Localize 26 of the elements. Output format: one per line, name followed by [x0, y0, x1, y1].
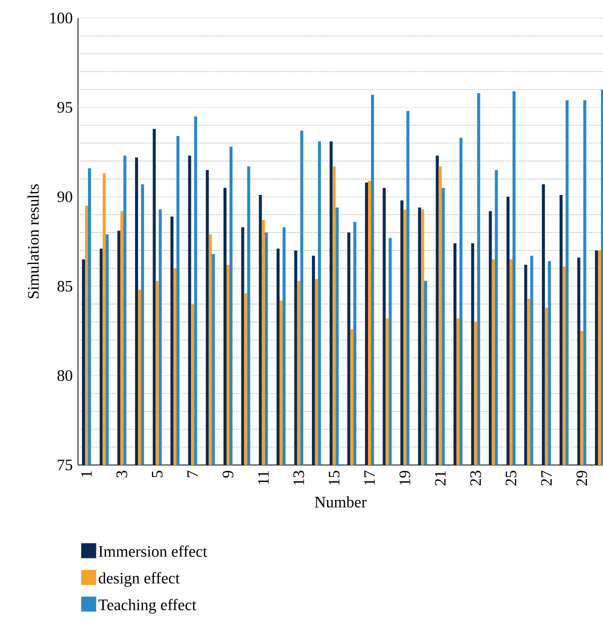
- x-tick-label: 15: [328, 470, 340, 485]
- x-tick-label: 3: [116, 470, 128, 478]
- x-tick-label: 5: [152, 470, 163, 478]
- y-tick-label: 75: [58, 460, 72, 470]
- x-tick-label: 17: [364, 470, 375, 485]
- y-tick-label: 80: [57, 370, 72, 381]
- x-tick-label: 13: [293, 470, 304, 485]
- y-tick-label: 90: [57, 191, 72, 202]
- x-tick-label: 27: [541, 470, 552, 486]
- legend-label: Immersion effect: [98, 545, 208, 557]
- x-tick-label: 25: [506, 470, 516, 486]
- x-tick-label: 1: [81, 471, 92, 477]
- x-axis-title: Number: [314, 496, 366, 508]
- x-tick-label: 11: [258, 471, 269, 484]
- x-tick-label: 19: [400, 470, 410, 485]
- y-tick-label: 85: [57, 280, 72, 292]
- y-tick-label: 95: [57, 102, 72, 113]
- legend-label: Teaching effect: [98, 598, 196, 614]
- x-tick-label: 9: [222, 470, 234, 478]
- x-tick-label: 29: [576, 470, 588, 486]
- x-tick-label: 7: [187, 470, 198, 478]
- x-tick-label: 21: [435, 471, 446, 486]
- x-tick-label: 23: [470, 470, 481, 486]
- y-axis-title: Simulation results: [28, 184, 39, 298]
- y-tick-label: 100: [50, 12, 72, 24]
- legend-label: design effect: [98, 572, 180, 587]
